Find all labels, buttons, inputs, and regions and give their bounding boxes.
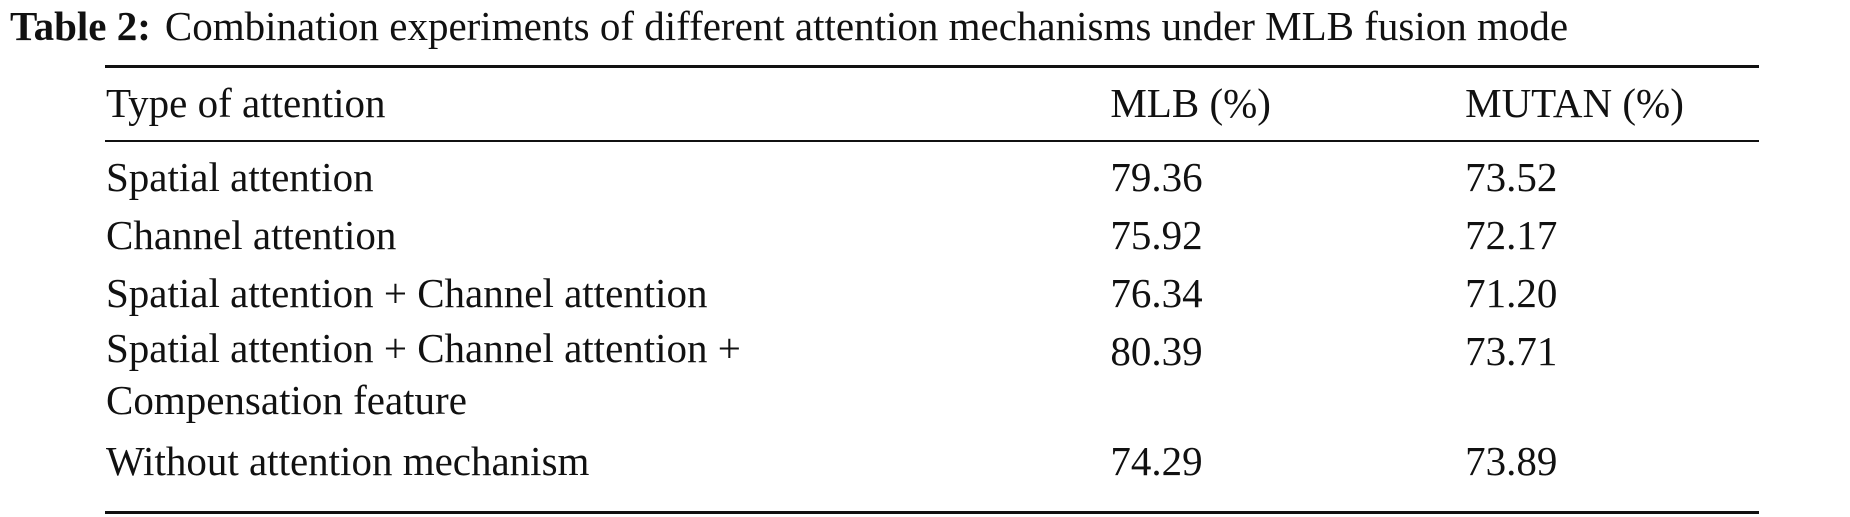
cell-type: Spatial attention [106,154,374,200]
cell-type: Spatial attention + Channel attention + C… [106,325,741,423]
table-row: Spatial attention 79.36 73.52 [105,140,1759,206]
table-row: Without attention mechanism 74.29 73.89 [105,432,1759,490]
table-caption-text: Combination experiments of different att… [164,3,1569,49]
cell-mutan: 73.89 [1465,438,1558,484]
cell-mutan: 71.20 [1465,270,1558,316]
cell-mlb: 75.92 [1110,212,1203,258]
table-header-row: Type of attention MLB (%) MUTAN (%) [105,68,1759,140]
cell-type: Without attention mechanism [106,438,590,484]
table-row: Spatial attention + Channel attention 76… [105,264,1759,322]
table-header-rule [105,140,1759,142]
cell-mlb: 79.36 [1110,154,1203,200]
cell-mutan: 73.52 [1465,154,1558,200]
table-top-rule [105,65,1759,68]
cell-mlb: 76.34 [1110,270,1203,316]
table-row: Channel attention 75.92 72.17 [105,206,1759,264]
cell-mutan: 73.71 [1465,328,1558,374]
cell-mutan: 72.17 [1465,212,1558,258]
table-caption-label: Table 2: [10,3,151,49]
header-mutan: MUTAN (%) [1465,80,1684,126]
table-row: Spatial attention + Channel attention + C… [105,322,1759,432]
header-mlb: MLB (%) [1110,80,1271,126]
cell-mlb-best: 80.39 [1110,328,1203,374]
cell-type: Spatial attention + Channel attention [106,270,708,316]
table-bottom-rule [105,511,1759,514]
cell-mlb: 74.29 [1110,438,1203,484]
table-caption: Table 2: Combination experiments of diffe… [10,2,1568,50]
header-type-of-attention: Type of attention [106,80,386,126]
results-table: Type of attention MLB (%) MUTAN (%) Spat… [105,68,1759,490]
cell-type: Channel attention [106,212,397,258]
